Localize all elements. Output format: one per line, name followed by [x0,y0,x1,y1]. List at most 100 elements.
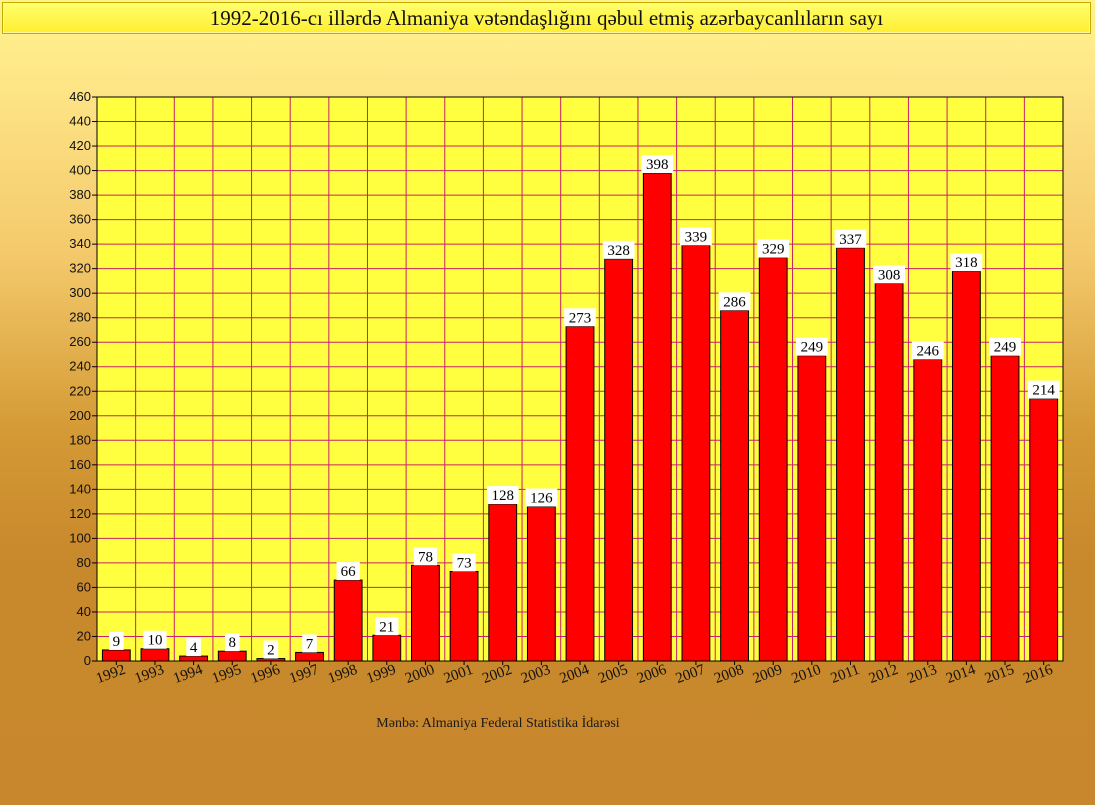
x-tick-label: 2016 [1021,662,1055,687]
data-label: 328 [607,243,630,259]
y-tick-label: 0 [84,653,91,668]
data-label-box [834,229,867,248]
x-tick-label: 2004 [558,662,592,687]
bar [1029,398,1059,662]
bar [836,247,865,662]
data-label: 246 [917,343,940,359]
data-label: 7 [306,636,314,652]
y-tick-label: 440 [69,114,91,129]
bar [217,650,247,662]
bar [295,651,324,662]
data-label-box [602,240,635,259]
data-label-box [641,155,674,174]
x-tick-label: 2006 [635,662,669,687]
y-tick-label: 340 [69,236,91,251]
data-label-box [486,486,519,505]
data-label-box [302,634,317,653]
y-tick-label: 380 [69,187,91,202]
data-label: 78 [418,549,433,565]
data-label-box [336,562,360,581]
bar [256,658,286,662]
y-tick-label: 140 [69,481,91,496]
bar [874,282,904,662]
x-tick-label: 1997 [287,662,321,687]
data-label: 8 [228,635,236,651]
y-tick-label: 40 [77,604,91,619]
data-label-box [1027,380,1060,399]
bar [681,244,711,662]
x-tick-label: 2008 [712,662,746,687]
data-label-box [680,227,712,246]
data-label-box [109,631,124,650]
data-label: 4 [190,640,198,656]
data-label: 21 [379,619,394,635]
x-tick-label: 1998 [326,662,360,687]
data-label: 10 [147,633,162,649]
y-tick-label: 80 [77,555,91,570]
data-label: 249 [801,340,824,356]
y-tick-label: 300 [69,285,91,300]
source-note: Mənbə: Almaniya Federal Statistika İdarə… [376,716,620,731]
x-tick-label: 1995 [210,662,244,687]
bar [526,506,556,662]
x-tick-label: 2011 [829,662,862,687]
data-label-box [375,617,399,636]
bar [411,564,440,662]
chart-title-bar: 1992-2016-cı illərdə Almaniya vətəndaşlı… [2,2,1091,34]
bar [140,648,170,662]
data-label: 337 [839,232,862,248]
bar [797,355,827,662]
bar [565,325,595,662]
y-tick-label: 320 [69,261,91,276]
y-tick-label: 180 [69,432,91,447]
data-label-box [452,553,476,572]
y-tick-label: 420 [69,138,91,153]
data-label: 329 [762,242,785,258]
y-tick-label: 60 [77,579,91,594]
data-label-box [413,547,438,566]
bar [758,257,788,662]
x-tick-label: 1993 [133,662,167,687]
y-tick-label: 240 [69,359,91,374]
bar [990,355,1020,662]
data-label-box [186,638,201,657]
data-label: 286 [723,294,746,310]
data-label-box [143,630,167,649]
x-tick-label: 2012 [867,662,901,687]
data-label: 126 [530,491,553,507]
data-label: 214 [1032,383,1055,399]
data-label-box [795,337,828,356]
data-label-box [950,253,983,272]
x-tick-label: 2013 [905,662,939,687]
x-tick-label: 2014 [944,662,978,687]
x-tick-label: 2015 [983,662,1017,687]
y-tick-label: 400 [69,163,91,178]
x-tick-label: 2002 [480,662,514,687]
bar [720,309,749,662]
y-tick-label: 260 [69,334,91,349]
bar [372,634,402,662]
x-tick-label: 1996 [249,662,283,687]
bar [488,503,518,662]
x-tick-label: 1992 [94,662,128,687]
data-label-box [757,239,790,258]
data-label: 9 [113,634,121,650]
data-label-box [911,341,944,360]
x-tick-label: 2001 [442,662,476,687]
x-tick-label: 2005 [596,662,630,687]
bar [913,358,943,662]
x-tick-label: 1999 [365,662,399,687]
data-label: 339 [685,229,708,245]
y-tick-label: 460 [69,89,91,104]
y-tick-label: 20 [77,628,91,643]
data-label-box [525,488,558,507]
data-label-box [263,640,279,659]
chart-title: 1992-2016-cı illərdə Almaniya vətəndaşlı… [209,5,884,30]
data-label-box [718,292,751,311]
bar [951,270,981,662]
y-tick-label: 220 [69,383,91,398]
y-tick-label: 100 [69,530,91,545]
data-label-box [989,337,1021,356]
data-label: 73 [457,555,472,571]
